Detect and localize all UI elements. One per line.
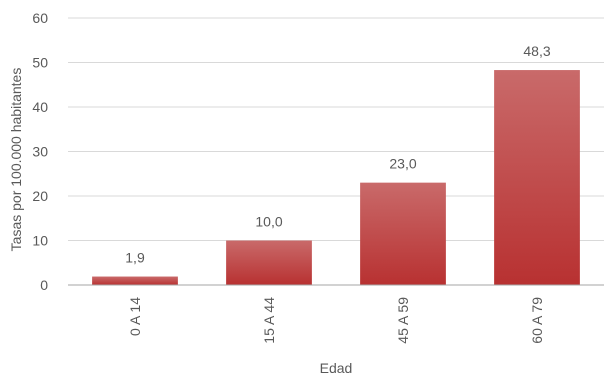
y-tick-label: 0 — [40, 277, 48, 293]
y-tick-label: 50 — [32, 55, 48, 71]
y-axis-ticks: 0 10 20 30 40 50 60 — [32, 10, 48, 293]
x-axis-ticks: 0 A 14 15 A 44 45 A 59 60 A 79 — [127, 297, 545, 344]
bar-value-label: 10,0 — [255, 214, 282, 230]
y-tick-label: 60 — [32, 10, 48, 26]
y-axis-title: Tasas por 100.000 habitantes — [8, 68, 24, 252]
bar-value-label: 48,3 — [523, 43, 550, 59]
y-tick-label: 30 — [32, 144, 48, 160]
bar — [92, 276, 178, 285]
x-axis-title: Edad — [320, 360, 353, 376]
y-tick-label: 40 — [32, 99, 48, 115]
bar-value-label: 1,9 — [125, 250, 145, 266]
bar-value-label: 23,0 — [389, 156, 416, 172]
x-tick-label: 15 A 44 — [261, 297, 277, 344]
x-tick-label: 60 A 79 — [529, 297, 545, 344]
bar — [226, 240, 312, 285]
x-tick-label: 45 A 59 — [395, 297, 411, 344]
data-labels: 1,9 10,0 23,0 48,3 — [125, 43, 551, 265]
bar — [360, 182, 446, 285]
y-tick-label: 20 — [32, 188, 48, 204]
x-tick-label: 0 A 14 — [127, 297, 143, 336]
bar — [494, 70, 580, 285]
y-tick-label: 10 — [32, 233, 48, 249]
bars — [92, 70, 580, 285]
